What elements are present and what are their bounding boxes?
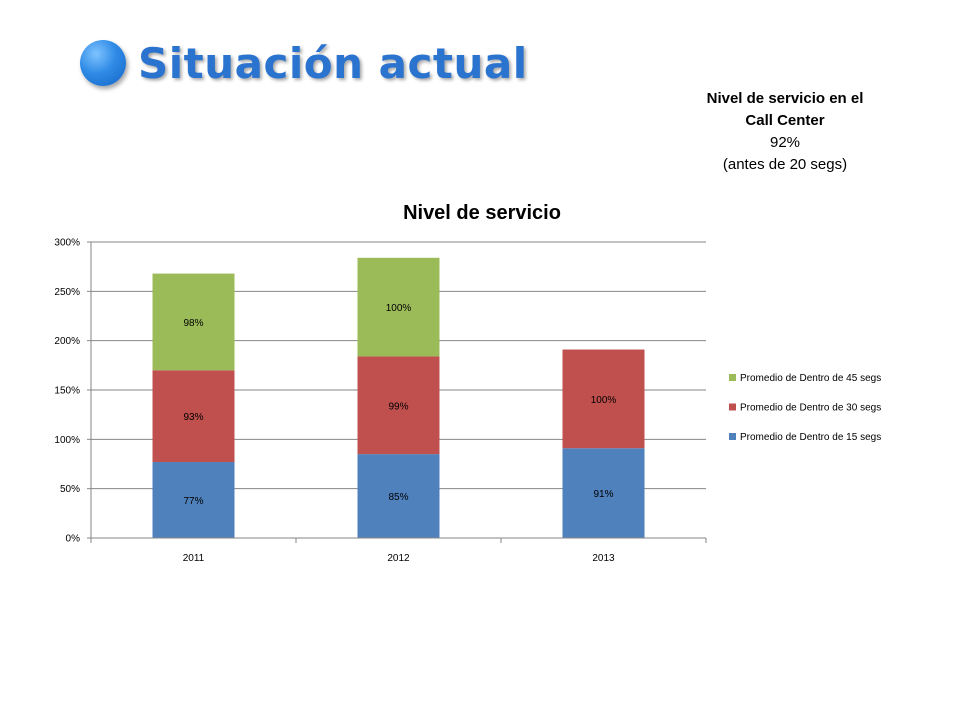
legend-label: Promedio de Dentro de 15 segs [740, 432, 881, 443]
x-tick-label: 2012 [387, 553, 410, 564]
y-tick-label: 250% [54, 287, 80, 298]
bar-segment [152, 462, 235, 538]
service-level-info: Nivel de servicio en el Call Center 92% … [660, 88, 910, 176]
legend-swatch [729, 403, 736, 411]
chart-legend: Promedio de Dentro de 45 segs Promedio de… [729, 373, 881, 443]
bar-segment [357, 257, 440, 357]
data-label: 100% [386, 303, 412, 314]
info-line-1: Nivel de servicio en el [706, 90, 864, 107]
bar-segment [357, 454, 440, 538]
data-label: 77% [183, 496, 203, 507]
data-label: 85% [388, 492, 408, 503]
slide-title: Situación actual [138, 39, 528, 88]
bar-segment [562, 448, 645, 538]
y-tick-label: 200% [54, 336, 80, 347]
info-value: 92% [769, 134, 801, 151]
data-label: 91% [593, 489, 613, 500]
bar-segment [152, 273, 235, 371]
x-tick-label: 2011 [183, 553, 205, 564]
info-note: (antes de 20 segs) [722, 156, 848, 173]
x-axis: 2011 2012 2013 [90, 537, 707, 564]
chart-title: Nivel de servicio [403, 202, 561, 224]
bar-segment [152, 370, 235, 463]
y-tick-label: 100% [54, 435, 80, 446]
legend-label: Promedio de Dentro de 45 segs [740, 373, 881, 384]
y-tick-label: 0% [66, 534, 81, 545]
y-tick-label: 300% [54, 238, 80, 249]
legend-swatch [729, 433, 736, 440]
legend-label: Promedio de Dentro de 30 segs [740, 403, 881, 414]
bar-segment [357, 356, 440, 455]
legend-swatch [729, 374, 736, 381]
y-tick-label: 150% [54, 386, 80, 397]
info-line-2: Call Center [745, 112, 825, 129]
y-tick-label: 50% [60, 484, 80, 495]
data-label: 93% [183, 412, 203, 423]
data-label: 99% [388, 401, 408, 412]
title-bullet-icon [80, 40, 126, 86]
x-tick-label: 2013 [592, 553, 615, 564]
bar-segment [562, 349, 645, 449]
y-axis: 0% 50% 100% 150% 200% 250% 300% [54, 238, 92, 545]
data-label: 98% [183, 318, 203, 329]
data-label: 100% [591, 395, 617, 406]
chart-bars: 77% 93% 98% 85% 99% 100% 91% 100% [152, 257, 645, 538]
